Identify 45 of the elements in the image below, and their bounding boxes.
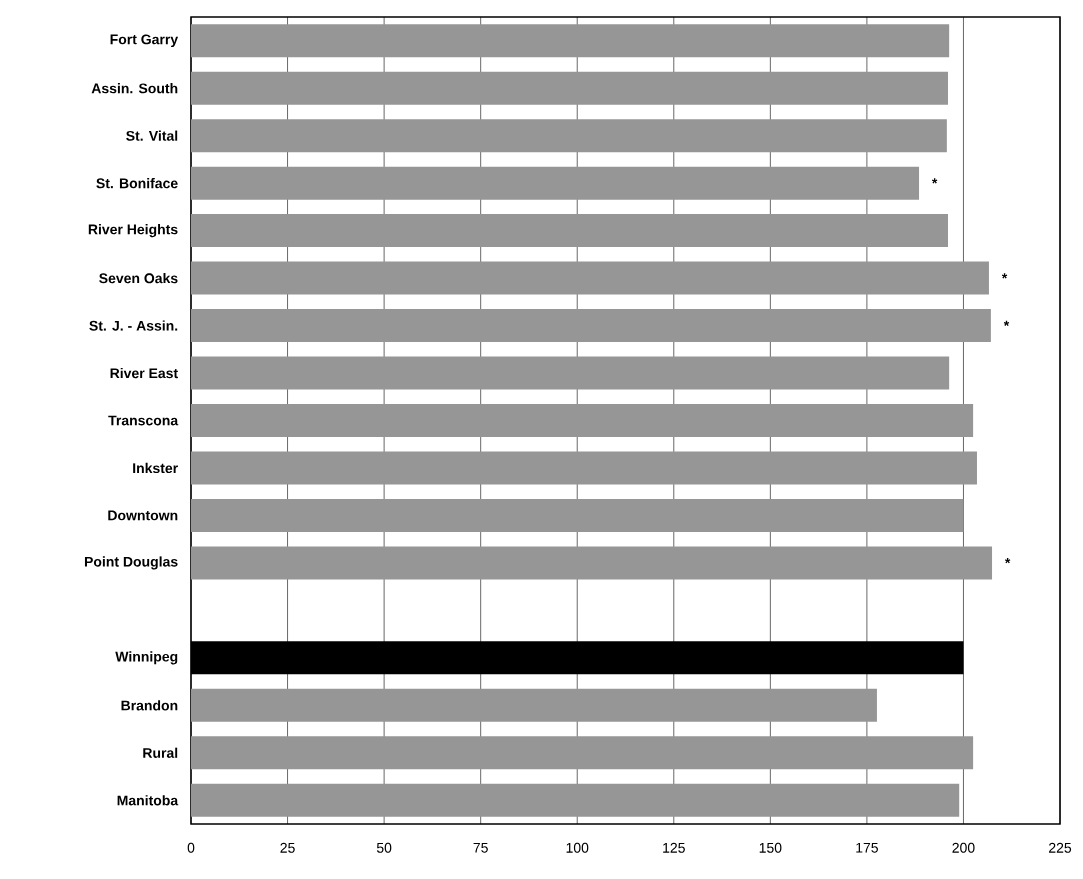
- x-tick-label: 75: [473, 842, 488, 853]
- y-tick-label: Assin. South: [91, 83, 178, 94]
- x-tick-label: 50: [376, 842, 392, 853]
- bar: [191, 688, 877, 722]
- y-tick-label: River East: [110, 367, 178, 379]
- x-tick-label: 25: [280, 842, 295, 853]
- y-tick-label: Fort Garry: [110, 34, 179, 48]
- bar: [191, 71, 949, 105]
- bar: [191, 24, 950, 58]
- x-tick-label: 125: [663, 842, 685, 853]
- data-label: *: [1001, 273, 1008, 279]
- y-tick-label: River Heights: [88, 224, 178, 238]
- bar: [191, 736, 974, 770]
- bar: [191, 404, 974, 438]
- x-tick-label: 175: [856, 842, 878, 853]
- y-tick-label: Point Douglas: [84, 556, 178, 570]
- bar: [191, 451, 977, 485]
- y-tick-label: Brandon: [121, 700, 178, 711]
- x-tick-label: 225: [1049, 842, 1072, 853]
- bar: [191, 783, 960, 817]
- data-label: *: [931, 178, 938, 184]
- bar: [191, 356, 950, 390]
- data-label: *: [1004, 558, 1011, 564]
- bar: [191, 309, 991, 343]
- y-tick-label: St. Vital: [126, 130, 178, 141]
- y-tick-label: Downtown: [108, 510, 178, 521]
- data-label: *: [1003, 320, 1010, 326]
- x-tick-label: 0: [187, 842, 195, 853]
- y-tick-label: Seven Oaks: [99, 272, 178, 284]
- y-tick-label: Transcona: [108, 415, 179, 426]
- bar: [191, 546, 993, 580]
- y-tick-label: Manitoba: [117, 795, 179, 806]
- bar: [191, 214, 949, 248]
- bar: [191, 261, 989, 295]
- x-tick-label: 200: [952, 842, 975, 853]
- bar: [191, 498, 964, 532]
- x-tick-label: 100: [566, 842, 589, 853]
- y-tick-label: St. Boniface: [96, 178, 178, 189]
- y-tick-label: Inkster: [133, 462, 178, 474]
- y-tick-label: Rural: [143, 747, 178, 758]
- y-tick-label: St. J. - Assin.: [89, 320, 178, 331]
- bar: [191, 119, 947, 153]
- x-tick-label: 150: [759, 842, 782, 853]
- y-tick-label: Winnipeg: [115, 651, 178, 665]
- bar: [191, 166, 920, 200]
